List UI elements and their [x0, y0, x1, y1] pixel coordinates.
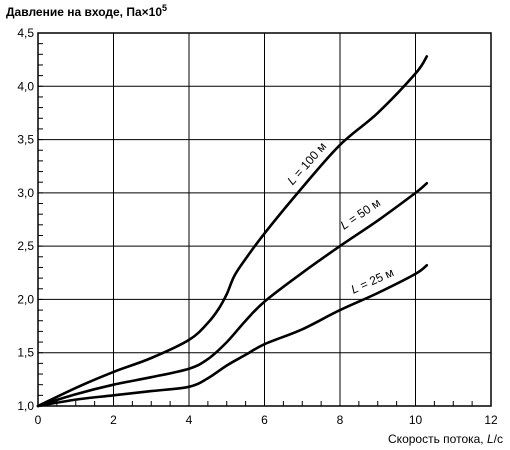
x-tick-label: 8 [337, 413, 344, 427]
y-tick-label: 3,0 [17, 186, 34, 200]
y-tick-label: 1,5 [17, 346, 34, 360]
x-axis-title-unit: /c [494, 432, 503, 446]
y-axis-title: Давление на входе, Па×105 [6, 3, 167, 19]
series-label: L = 25 м [349, 265, 396, 296]
y-tick-label: 2,5 [17, 239, 34, 253]
series-line [36, 264, 429, 408]
x-tick-label: 2 [110, 413, 117, 427]
x-tick-label: 6 [261, 413, 268, 427]
y-tick-label: 3,5 [17, 133, 34, 147]
y-axis-title-exponent: 5 [162, 3, 167, 13]
series-line [36, 182, 429, 408]
series-label: L = 50 м [338, 196, 383, 233]
x-tick-label: 4 [186, 413, 193, 427]
x-axis-title-italic: L [487, 432, 494, 446]
y-tick-label: 4,5 [17, 26, 34, 40]
y-tick-label: 1,0 [17, 399, 34, 413]
y-tick-label: 4,0 [17, 79, 34, 93]
x-axis-title-text: Скорость потока, [388, 432, 487, 446]
x-tick-labels: 0 2 4 6 8 10 12 [35, 413, 498, 427]
grid [37, 32, 492, 407]
y-tick-label: 2,0 [17, 292, 34, 306]
plot-frame [37, 32, 492, 407]
y-tick-labels: 1,0 1,5 2,0 2,5 3,0 3,5 4,0 4,5 [17, 26, 34, 413]
x-tick-label: 10 [409, 413, 423, 427]
x-tick-label: 0 [35, 413, 42, 427]
series-line [36, 55, 429, 408]
x-tick-label: 12 [484, 413, 498, 427]
minor-ticks [37, 32, 492, 407]
x-axis-title: Скорость потока, L/c [388, 432, 503, 446]
series-lines [36, 55, 429, 408]
y-axis-title-text: Давление на входе, Па×10 [6, 5, 162, 19]
